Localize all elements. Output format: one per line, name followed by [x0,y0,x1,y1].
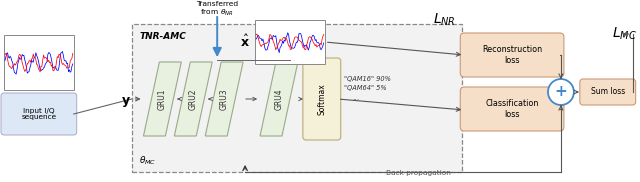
Text: $L_{NR}$: $L_{NR}$ [433,12,456,28]
Text: $L_{MC}$: $L_{MC}$ [612,26,637,42]
Text: Softmax: Softmax [317,83,326,115]
Text: $\mathbf{y}$: $\mathbf{y}$ [120,95,131,109]
FancyBboxPatch shape [460,33,564,77]
FancyBboxPatch shape [303,58,340,140]
Text: GRU3: GRU3 [220,88,228,110]
Bar [255,20,324,64]
Text: Back propagation: Back propagation [386,170,451,176]
Text: ...: ... [352,92,359,102]
Text: $\hat{\mathbf{x}}$: $\hat{\mathbf{x}}$ [240,34,250,50]
FancyBboxPatch shape [460,87,564,131]
Bar [131,24,462,172]
Text: Sum loss: Sum loss [591,88,625,96]
Text: Input I/Q
sequence: Input I/Q sequence [21,108,56,120]
Polygon shape [143,62,181,136]
Text: GRU4: GRU4 [275,88,284,110]
Polygon shape [174,62,212,136]
Text: from $\theta_{NR}$: from $\theta_{NR}$ [200,8,234,18]
FancyBboxPatch shape [580,79,636,105]
Text: GRU2: GRU2 [189,88,198,110]
Text: $\theta_{MC}$: $\theta_{MC}$ [140,155,157,167]
Text: Transferred: Transferred [196,1,238,7]
Text: "QAM16" 90%: "QAM16" 90% [344,76,390,82]
Text: Classification
loss: Classification loss [485,99,539,119]
Text: TNR-AMC: TNR-AMC [140,32,186,41]
Polygon shape [260,62,298,136]
Polygon shape [205,62,243,136]
FancyBboxPatch shape [1,93,77,135]
Text: +: + [554,84,567,100]
Text: "QAM64" 5%: "QAM64" 5% [344,85,387,91]
Text: Reconstruction
loss: Reconstruction loss [482,45,542,65]
Circle shape [548,79,574,105]
Text: GRU1: GRU1 [158,88,167,110]
Bar [4,35,74,90]
